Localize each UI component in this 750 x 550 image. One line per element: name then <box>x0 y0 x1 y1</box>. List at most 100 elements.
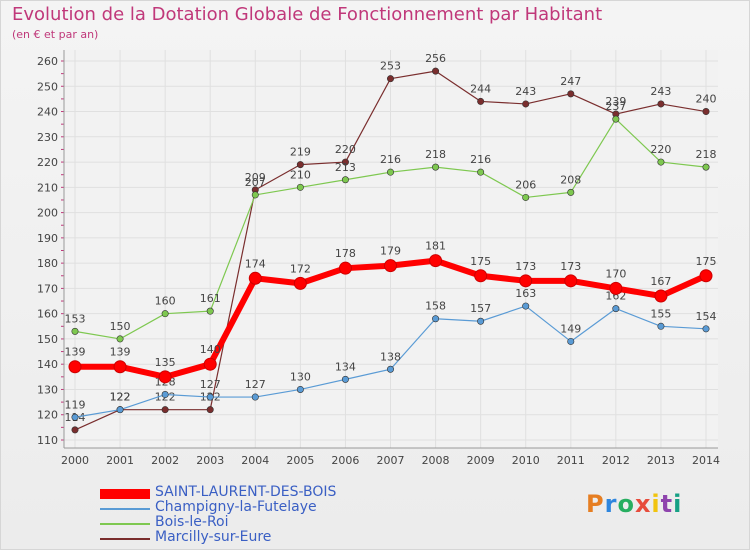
x-tick-label: 2014 <box>692 454 720 467</box>
logo-letter: i <box>651 490 661 518</box>
data-point <box>522 100 530 108</box>
data-point <box>702 325 710 333</box>
data-point <box>203 357 217 371</box>
logo-letter: o <box>617 490 635 518</box>
y-tick-label: 230 <box>37 131 58 144</box>
data-label: 122 <box>110 391 131 404</box>
logo-letter: r <box>604 490 618 518</box>
data-label: 239 <box>605 95 626 108</box>
data-point <box>519 274 533 288</box>
data-point <box>296 385 304 393</box>
x-tick-label: 2001 <box>106 454 134 467</box>
data-label: 218 <box>425 148 446 161</box>
data-point <box>338 261 352 275</box>
data-point <box>248 271 262 285</box>
data-point <box>564 274 578 288</box>
data-point <box>116 406 124 414</box>
data-point <box>251 393 259 401</box>
data-label: 206 <box>515 178 536 191</box>
data-point <box>113 360 127 374</box>
x-tick-label: 2002 <box>151 454 179 467</box>
data-label: 213 <box>335 161 356 174</box>
data-label: 178 <box>335 247 356 260</box>
x-tick-label: 2000 <box>61 454 89 467</box>
y-tick-label: 120 <box>37 409 58 422</box>
data-label: 157 <box>470 302 491 315</box>
data-point <box>68 360 82 374</box>
chart-subtitle: (en € et par an) <box>12 28 99 41</box>
data-point <box>386 168 394 176</box>
legend-label: Bois-le-Roi <box>155 514 229 530</box>
data-point <box>296 161 304 169</box>
data-point <box>702 108 710 116</box>
y-tick-label: 220 <box>37 156 58 169</box>
legend-swatch <box>100 523 150 525</box>
x-tick-label: 2006 <box>331 454 359 467</box>
data-point <box>477 317 485 325</box>
data-label: 175 <box>470 255 491 268</box>
data-point <box>702 163 710 171</box>
data-label: 170 <box>605 267 626 280</box>
y-tick-label: 240 <box>37 106 58 119</box>
data-label: 207 <box>245 176 266 189</box>
data-label: 237 <box>605 100 626 113</box>
data-point <box>432 67 440 75</box>
data-label: 139 <box>110 346 131 359</box>
data-point <box>609 281 623 295</box>
data-label: 175 <box>696 255 717 268</box>
legend-swatch <box>100 508 150 510</box>
y-tick-label: 110 <box>37 434 58 447</box>
y-tick-label: 150 <box>37 333 58 346</box>
data-label: 216 <box>380 153 401 166</box>
y-tick-label: 200 <box>37 207 58 220</box>
data-label: 135 <box>155 356 176 369</box>
data-point <box>657 158 665 166</box>
data-label: 253 <box>380 60 401 73</box>
data-label: 149 <box>560 322 581 335</box>
data-point <box>522 193 530 201</box>
data-label: 243 <box>515 85 536 98</box>
data-label: 127 <box>245 378 266 391</box>
data-point <box>341 176 349 184</box>
data-label: 173 <box>515 260 536 273</box>
data-label: 150 <box>110 320 131 333</box>
data-label: 127 <box>200 378 221 391</box>
data-label: 218 <box>696 148 717 161</box>
data-label: 138 <box>380 350 401 363</box>
data-point <box>699 269 713 283</box>
y-tick-label: 190 <box>37 232 58 245</box>
data-label: 208 <box>560 173 581 186</box>
data-point <box>657 322 665 330</box>
legend-swatch <box>100 538 150 540</box>
legend-swatch <box>100 489 150 499</box>
data-label: 210 <box>290 168 311 181</box>
logo-letter: x <box>634 490 652 518</box>
data-label: 162 <box>605 290 626 303</box>
data-point <box>386 365 394 373</box>
data-label: 163 <box>515 287 536 300</box>
data-label: 220 <box>650 143 671 156</box>
data-point <box>429 254 443 268</box>
y-tick-label: 180 <box>37 257 58 270</box>
data-label: 172 <box>290 262 311 275</box>
x-tick-label: 2009 <box>467 454 495 467</box>
data-label: 153 <box>65 312 86 325</box>
data-point <box>71 327 79 335</box>
data-point <box>657 100 665 108</box>
data-point <box>474 269 488 283</box>
data-point <box>71 413 79 421</box>
data-point <box>158 370 172 384</box>
y-tick-label: 130 <box>37 383 58 396</box>
x-tick-label: 2013 <box>647 454 675 467</box>
data-label: 155 <box>650 307 671 320</box>
legend-label: Champigny-la-Futelaye <box>155 499 317 515</box>
data-label: 167 <box>650 275 671 288</box>
data-label: 119 <box>65 398 86 411</box>
data-label: 181 <box>425 240 446 253</box>
x-tick-label: 2005 <box>286 454 314 467</box>
data-point <box>612 115 620 123</box>
data-label: 209 <box>245 171 266 184</box>
data-label: 154 <box>696 310 717 323</box>
data-point <box>567 188 575 196</box>
